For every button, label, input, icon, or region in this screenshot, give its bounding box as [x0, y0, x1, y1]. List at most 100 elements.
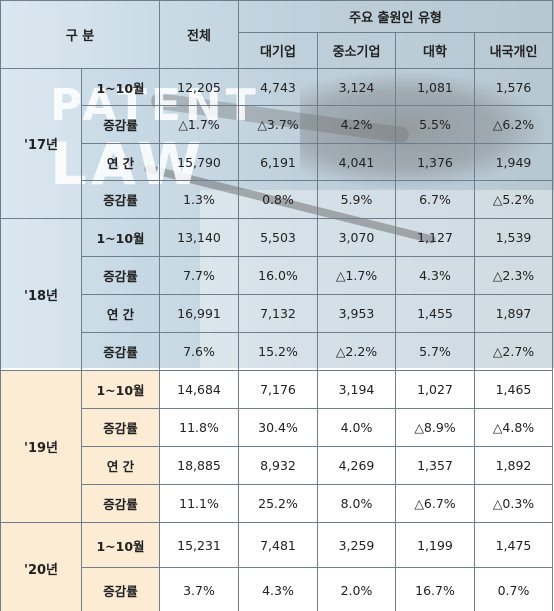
header-type: 대학: [395, 32, 475, 69]
value-cell: 3,953: [317, 294, 396, 333]
table-row: 연 간 16,991 7,132 3,953 1,455 1,897: [1, 294, 553, 333]
value-cell: △8.9%: [395, 408, 475, 447]
value-cell: 1,081: [395, 68, 475, 106]
value-cell: 1,376: [395, 143, 475, 181]
value-cell: △2.2%: [317, 332, 396, 371]
year-label: '19년: [0, 370, 82, 523]
row-label: 증감률: [81, 105, 160, 144]
row-label: 1~10월: [81, 370, 160, 409]
value-cell: 1,455: [395, 294, 475, 333]
value-cell: △4.8%: [474, 408, 553, 447]
value-cell: △6.7%: [395, 484, 475, 523]
row-label: 1~10월: [81, 68, 160, 106]
value-cell: 3.7%: [159, 567, 239, 611]
value-cell: 7,481: [238, 522, 318, 568]
value-cell: 4.0%: [317, 408, 396, 447]
value-cell: △2.3%: [474, 256, 553, 295]
row-label: 증감률: [81, 332, 160, 371]
value-cell: △3.7%: [238, 105, 318, 144]
value-cell: 1,949: [474, 143, 553, 181]
row-label: 연 간: [81, 143, 160, 181]
value-cell: 5.9%: [317, 180, 396, 219]
table-row: '19년 1~10월 14,684 7,176 3,194 1,027 1,465: [0, 370, 553, 523]
value-cell: 15.2%: [238, 332, 318, 371]
table-row: 연 간 15,790 6,191 4,041 1,376 1,949: [1, 143, 553, 181]
header-category: 구 분: [0, 0, 160, 69]
value-cell: 1.3%: [159, 180, 239, 219]
value-cell: 8.0%: [317, 484, 396, 523]
table-row: 증감률 1.3% 0.8% 5.9% 6.7% △5.2%: [1, 180, 553, 219]
value-cell: 14,684: [159, 370, 239, 409]
value-cell: 1,357: [395, 446, 475, 485]
value-cell: 7.7%: [159, 256, 239, 295]
value-cell: 5,503: [238, 218, 318, 257]
value-cell: 6.7%: [395, 180, 475, 219]
value-cell: 5.7%: [395, 332, 475, 371]
value-cell: 13,140: [159, 218, 239, 257]
year-label: '20년: [0, 522, 82, 611]
table-row: '18년 1~10월 13,140 5,503 3,070 1,127 1,539: [0, 218, 553, 371]
value-cell: △2.7%: [474, 332, 553, 371]
table-row: 증감률 7.6% 15.2% △2.2% 5.7% △2.7%: [1, 332, 553, 371]
table-row: 증감률 3.7% 4.3% 2.0% 16.7% 0.7%: [1, 567, 553, 611]
value-cell: 2.0%: [317, 567, 396, 611]
year-label: '18년: [0, 218, 82, 371]
value-cell: 1,897: [474, 294, 553, 333]
row-label: 증감률: [81, 567, 160, 611]
value-cell: 12,205: [159, 68, 239, 106]
value-cell: 1,127: [395, 218, 475, 257]
row-label: 연 간: [81, 446, 160, 485]
value-cell: 11.8%: [159, 408, 239, 447]
value-cell: 7.6%: [159, 332, 239, 371]
table-row: 연 간 18,885 8,932 4,269 1,357 1,892: [1, 446, 553, 485]
value-cell: 4.2%: [317, 105, 396, 144]
row-label: 연 간: [81, 294, 160, 333]
value-cell: 3,070: [317, 218, 396, 257]
value-cell: △6.2%: [474, 105, 553, 144]
header-type: 중소기업: [317, 32, 396, 69]
value-cell: 5.5%: [395, 105, 475, 144]
value-cell: 4,269: [317, 446, 396, 485]
row-label: 증감률: [81, 180, 160, 219]
value-cell: △1.7%: [159, 105, 239, 144]
value-cell: 16.7%: [395, 567, 475, 611]
value-cell: 11.1%: [159, 484, 239, 523]
value-cell: 1,199: [395, 522, 475, 568]
value-cell: 1,576: [474, 68, 553, 106]
table-row: 증감률 11.1% 25.2% 8.0% △6.7% △0.3%: [1, 484, 553, 523]
value-cell: 4.3%: [238, 567, 318, 611]
value-cell: 0.7%: [474, 567, 553, 611]
value-cell: 16,991: [159, 294, 239, 333]
value-cell: 15,790: [159, 143, 239, 181]
value-cell: 30.4%: [238, 408, 318, 447]
value-cell: 4,041: [317, 143, 396, 181]
value-cell: 1,465: [474, 370, 553, 409]
value-cell: 15,231: [159, 522, 239, 568]
header-type: 대기업: [238, 32, 318, 69]
row-label: 증감률: [81, 408, 160, 447]
table-row: '17년 1~10월 12,205 4,743 3,124 1,081 1,576: [0, 68, 553, 219]
table-row: 증감률 △1.7% △3.7% 4.2% 5.5% △6.2%: [1, 105, 553, 144]
value-cell: 4.3%: [395, 256, 475, 295]
value-cell: 1,892: [474, 446, 553, 485]
value-cell: △0.3%: [474, 484, 553, 523]
value-cell: 0.8%: [238, 180, 318, 219]
row-label: 1~10월: [81, 522, 160, 568]
value-cell: 8,932: [238, 446, 318, 485]
year-label: '17년: [0, 68, 82, 219]
header-total: 전체: [159, 0, 239, 69]
table-row: 증감률 7.7% 16.0% △1.7% 4.3% △2.3%: [1, 256, 553, 295]
value-cell: 3,259: [317, 522, 396, 568]
header-group: 주요 출원인 유형: [238, 0, 553, 33]
row-label: 증감률: [81, 256, 160, 295]
value-cell: 4,743: [238, 68, 318, 106]
value-cell: 3,124: [317, 68, 396, 106]
value-cell: 1,027: [395, 370, 475, 409]
value-cell: 25.2%: [238, 484, 318, 523]
row-label: 1~10월: [81, 218, 160, 257]
value-cell: 7,132: [238, 294, 318, 333]
value-cell: 16.0%: [238, 256, 318, 295]
